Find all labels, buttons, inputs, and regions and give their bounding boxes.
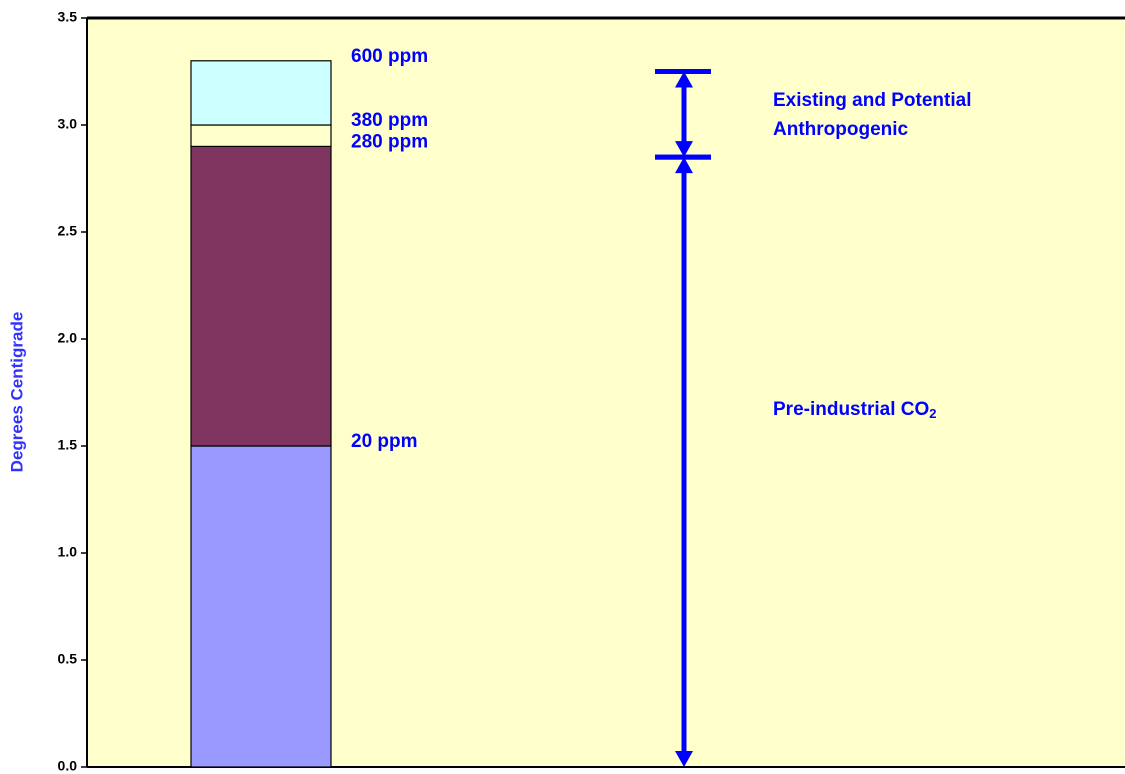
subscript: 2 (929, 406, 936, 421)
y-tick-label: 1.0 (58, 544, 78, 560)
y-axis-label: Degrees Centigrade (7, 312, 26, 473)
annotation-text: Anthropogenic (773, 119, 909, 140)
segment-label: 600 ppm (351, 46, 428, 67)
bar-segment (190, 124, 332, 147)
annotation-text: Pre-industrial CO2 (773, 399, 936, 421)
bar-segment (190, 145, 332, 447)
y-tick-label: 2.5 (58, 223, 78, 239)
bar-segment (190, 445, 332, 768)
y-tick-label: 1.5 (58, 437, 78, 453)
y-tick-label: 3.0 (58, 116, 78, 132)
segment-label: 380 ppm (351, 110, 428, 131)
arrow-head (675, 751, 693, 767)
arrow-head (675, 141, 693, 158)
segment-label: 280 ppm (351, 131, 428, 152)
arrow-head (675, 157, 693, 174)
segment-label: 20 ppm (351, 431, 418, 452)
annotation-text: Existing and Potential (773, 90, 971, 111)
y-tick-label: 0.5 (58, 651, 78, 667)
y-tick-label: 3.5 (58, 9, 78, 25)
y-tick-label: 2.0 (58, 330, 78, 346)
bar-segment (190, 60, 332, 126)
y-tick-label: 0.0 (58, 758, 78, 774)
arrow-head (675, 71, 693, 88)
